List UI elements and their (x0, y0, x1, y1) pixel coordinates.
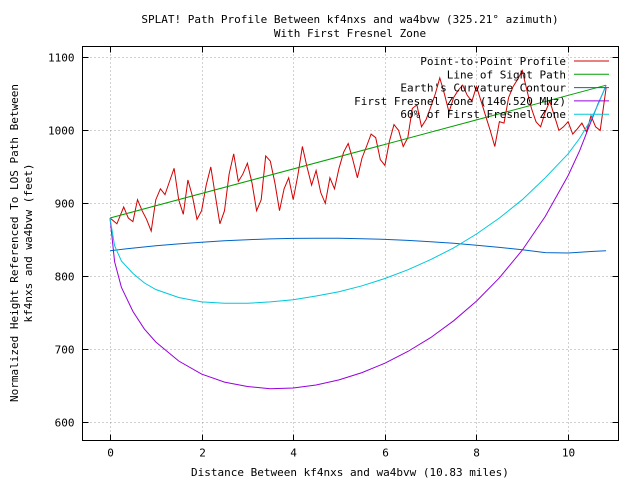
legend-label-0: Point-to-Point Profile (420, 55, 566, 68)
y-axis-label-line1: Normalized Height Referenced To LOS Path… (8, 84, 21, 402)
legend-label-1: Line of Sight Path (447, 68, 566, 81)
legend-label-3: First Fresnel Zone (146.520 MHz) (354, 95, 566, 108)
x-tick-label: 2 (199, 447, 206, 460)
series-line-2 (109, 237, 607, 254)
y-tick-label: 600 (55, 417, 75, 430)
series-line-4 (109, 85, 607, 304)
x-tick-label: 0 (107, 447, 114, 460)
chart-subtitle: With First Fresnel Zone (274, 27, 426, 40)
series-lines (109, 69, 607, 390)
axis-ticks: 0 2 4 6 8 10 600 700 800 900 1000 1100 (48, 46, 619, 460)
series-line-0 (109, 69, 607, 234)
y-tick-label: 700 (55, 344, 75, 357)
legend-label-2: Earth's Curvature Contour (400, 82, 566, 95)
x-tick-label: 6 (382, 447, 389, 460)
series-line-3 (109, 85, 607, 390)
y-tick-label: 1100 (48, 52, 75, 65)
y-tick-label: 900 (55, 198, 75, 211)
x-tick-label: 4 (290, 447, 297, 460)
series-line-1 (109, 84, 607, 219)
plot-frame (82, 46, 619, 441)
legend-label-4: 60% of First Fresnel Zone (400, 108, 566, 121)
x-axis-label: Distance Between kf4nxs and wa4bvw (10.8… (191, 466, 509, 479)
y-axis-label-line2: kf4nxs and wa4bvw (feet) (22, 164, 35, 323)
x-tick-label: 10 (562, 447, 575, 460)
y-tick-label: 800 (55, 271, 75, 284)
x-tick-label: 8 (473, 447, 480, 460)
y-tick-label: 1000 (48, 125, 75, 138)
chart-title: SPLAT! Path Profile Between kf4nxs and w… (141, 13, 558, 26)
